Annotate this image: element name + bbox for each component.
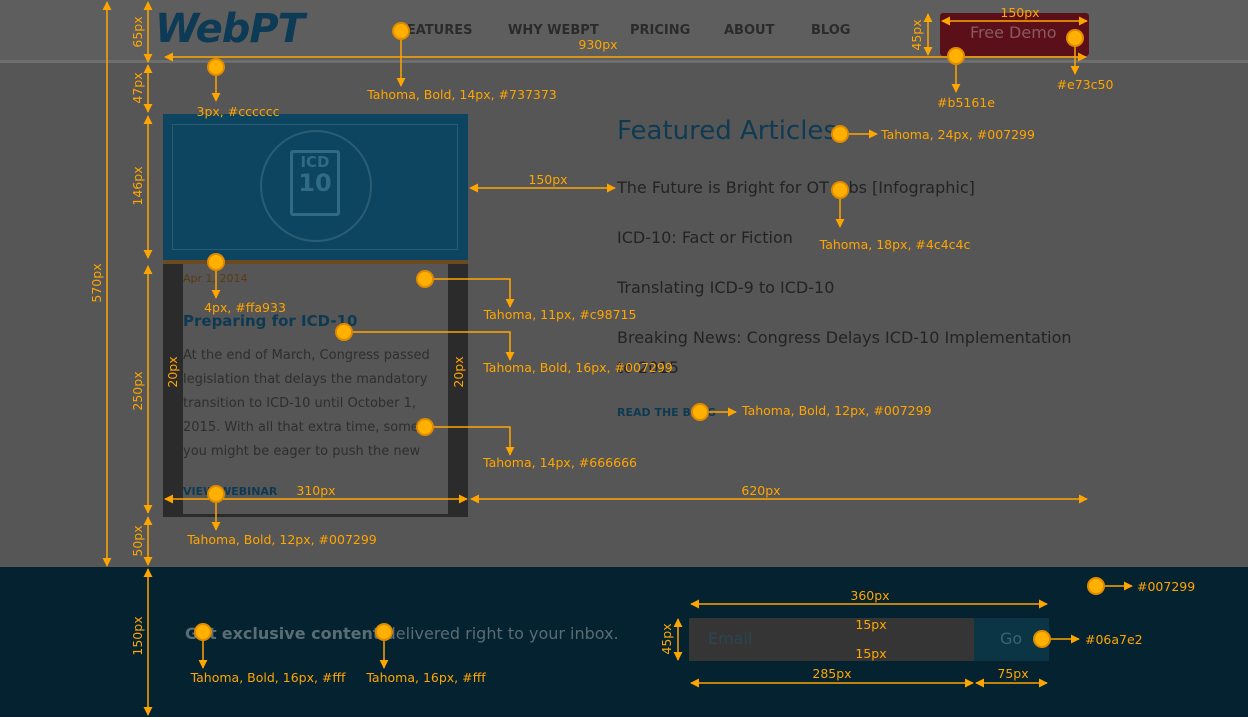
article-link[interactable]: ICD-10: Fact or Fiction (617, 228, 793, 247)
logo[interactable]: WebPT (155, 6, 305, 52)
card-body: Apr 1, 2014 Preparing for ICD-10 At the … (183, 264, 448, 514)
nav-item[interactable]: WHY WEBPT (508, 23, 599, 38)
image-frame (172, 124, 458, 250)
blog-link[interactable]: READ THE BLOG (617, 406, 716, 419)
nav-item[interactable]: PRICING (630, 23, 691, 38)
article-link[interactable]: Breaking News: Congress Delays ICD-10 Im… (617, 328, 1072, 377)
demo-button-label: Free Demo (970, 23, 1057, 42)
go-label: Go (1000, 629, 1023, 648)
card-stripe (163, 260, 468, 264)
card: ICD 10 Apr 1, 2014 Preparing for ICD-10 … (163, 114, 468, 517)
signup-rest: delivered right to your inbox. (385, 624, 619, 643)
card-text: At the end of March, Congress passed leg… (183, 348, 430, 459)
card-date: Apr 1, 2014 (183, 272, 248, 285)
main: ICD 10 Apr 1, 2014 Preparing for ICD-10 … (0, 66, 1248, 567)
card-link[interactable]: VIEW WEBINAR (183, 485, 278, 498)
image-globe (260, 130, 372, 242)
nav-item[interactable]: BLOG (811, 23, 851, 38)
email-placeholder: Email (708, 629, 753, 648)
header: WebPT FEATURES WHY WEBPT PRICING ABOUT B… (0, 0, 1248, 63)
email-input[interactable] (689, 618, 974, 661)
image-text: ICD (300, 153, 330, 171)
signup-bold: exclusive content (221, 624, 381, 643)
featured-title: Featured Articles (617, 116, 837, 146)
signup-text: Get exclusive content delivered right to… (185, 624, 619, 643)
image-book: ICD 10 (290, 150, 340, 216)
footer: Get exclusive content delivered right to… (0, 567, 1248, 717)
article-link[interactable]: Translating ICD-9 to ICD-10 (617, 278, 835, 297)
article-link[interactable]: The Future is Bright for OT Jobs [Infogr… (617, 178, 975, 197)
nav-item[interactable]: FEATURES (398, 23, 473, 38)
card-image: ICD 10 (163, 114, 468, 260)
signup-word: Get (185, 624, 217, 643)
image-text: 10 (298, 169, 332, 197)
nav-item[interactable]: ABOUT (724, 23, 775, 38)
card-title: Preparing for ICD-10 (183, 312, 358, 330)
